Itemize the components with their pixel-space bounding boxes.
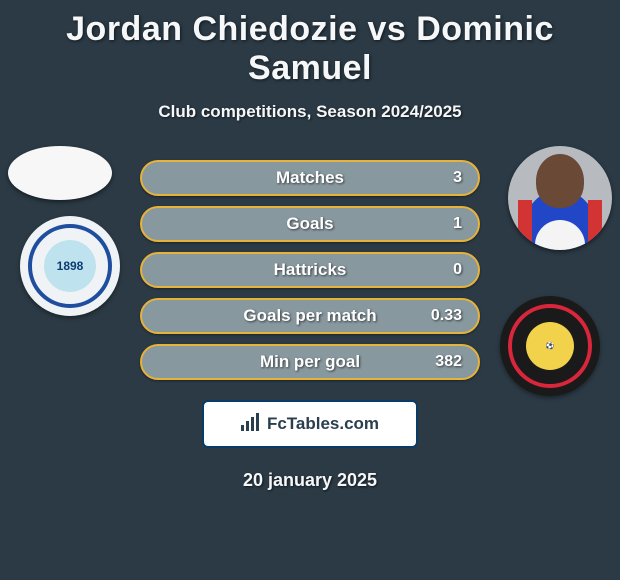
stat-value: 0: [453, 261, 462, 279]
player-photo-left: [8, 146, 112, 200]
stat-row: Hattricks 0: [140, 252, 480, 288]
stat-row: Min per goal 382: [140, 344, 480, 380]
crest-ebbsfleet-text: ⚽: [546, 342, 555, 350]
stat-label: Goals per match: [142, 306, 478, 326]
stat-row: Goals per match 0.33: [140, 298, 480, 334]
stat-value: 1: [453, 215, 462, 233]
player-photo-right: [508, 146, 612, 250]
club-badge-left: 1898: [20, 216, 120, 316]
crest-braintree-inner: 1898: [44, 240, 96, 292]
brand-box: FcTables.com: [202, 400, 418, 448]
infographic: Jordan Chiedozie vs Dominic Samuel Club …: [0, 0, 620, 580]
crest-ebbsfleet: ⚽: [508, 304, 592, 388]
stat-row: Goals 1: [140, 206, 480, 242]
crest-braintree-year: 1898: [57, 259, 84, 273]
stat-value: 0.33: [431, 307, 462, 325]
crest-ebbsfleet-inner: ⚽: [526, 322, 574, 370]
stats-area: 1898 ⚽ Matches 3 Goals 1 Hattricks: [0, 160, 620, 390]
player-head: [536, 154, 584, 208]
jersey-red-stripe-left: [518, 200, 532, 250]
page-title: Jordan Chiedozie vs Dominic Samuel: [0, 0, 620, 88]
stat-bars: Matches 3 Goals 1 Hattricks 0 Goals per …: [140, 160, 480, 390]
brand-text: FcTables.com: [267, 414, 379, 434]
stat-row: Matches 3: [140, 160, 480, 196]
date-text: 20 january 2025: [0, 470, 620, 491]
stat-label: Goals: [142, 214, 478, 234]
club-badge-right: ⚽: [500, 296, 600, 396]
crest-braintree: 1898: [28, 224, 112, 308]
stat-label: Matches: [142, 168, 478, 188]
subtitle: Club competitions, Season 2024/2025: [0, 102, 620, 122]
stat-label: Min per goal: [142, 352, 478, 372]
stat-value: 3: [453, 169, 462, 187]
stat-value: 382: [435, 353, 462, 371]
chart-icon: [241, 413, 261, 436]
jersey-red-stripe-right: [588, 200, 602, 250]
stat-label: Hattricks: [142, 260, 478, 280]
